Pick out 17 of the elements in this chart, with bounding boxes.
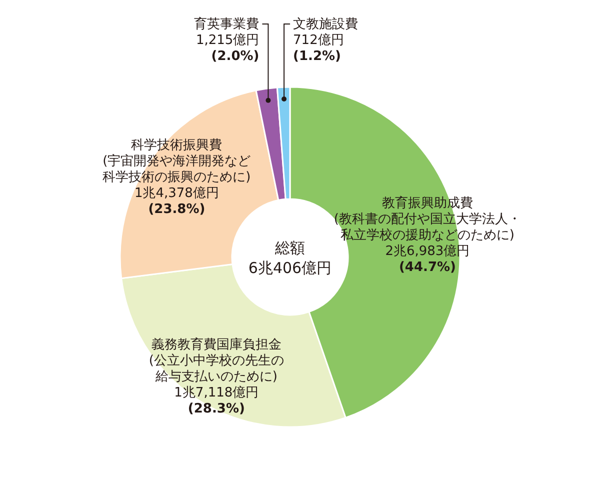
text: (宇宙開発や海洋開発など科学技術の振興のために) xyxy=(102,152,251,185)
text: (公立小中学校の先生の給与支払いのために) xyxy=(148,352,284,384)
text: 712億円 xyxy=(293,33,344,48)
data-label: (44.7%) xyxy=(398,260,456,275)
text: 1,215億円 xyxy=(196,33,260,48)
data-label: (1.2%) xyxy=(293,49,341,64)
text: 1兆7,118億円 xyxy=(174,385,259,400)
slice-label: 義務教育費国庫負担金 xyxy=(151,336,282,352)
data-label: (28.3%) xyxy=(188,401,245,416)
slice-label: 文教施設費 xyxy=(293,17,358,32)
text: 1兆4,378億円 xyxy=(134,186,219,201)
slice-label: 科学技術振興費 xyxy=(131,138,222,153)
data-label: (2.0%) xyxy=(211,49,260,64)
slice-label: 育英事業費 xyxy=(194,16,260,32)
text: 6兆406億円 xyxy=(248,259,332,277)
text: 総額 xyxy=(274,239,305,257)
data-label: (23.8%) xyxy=(148,202,206,217)
